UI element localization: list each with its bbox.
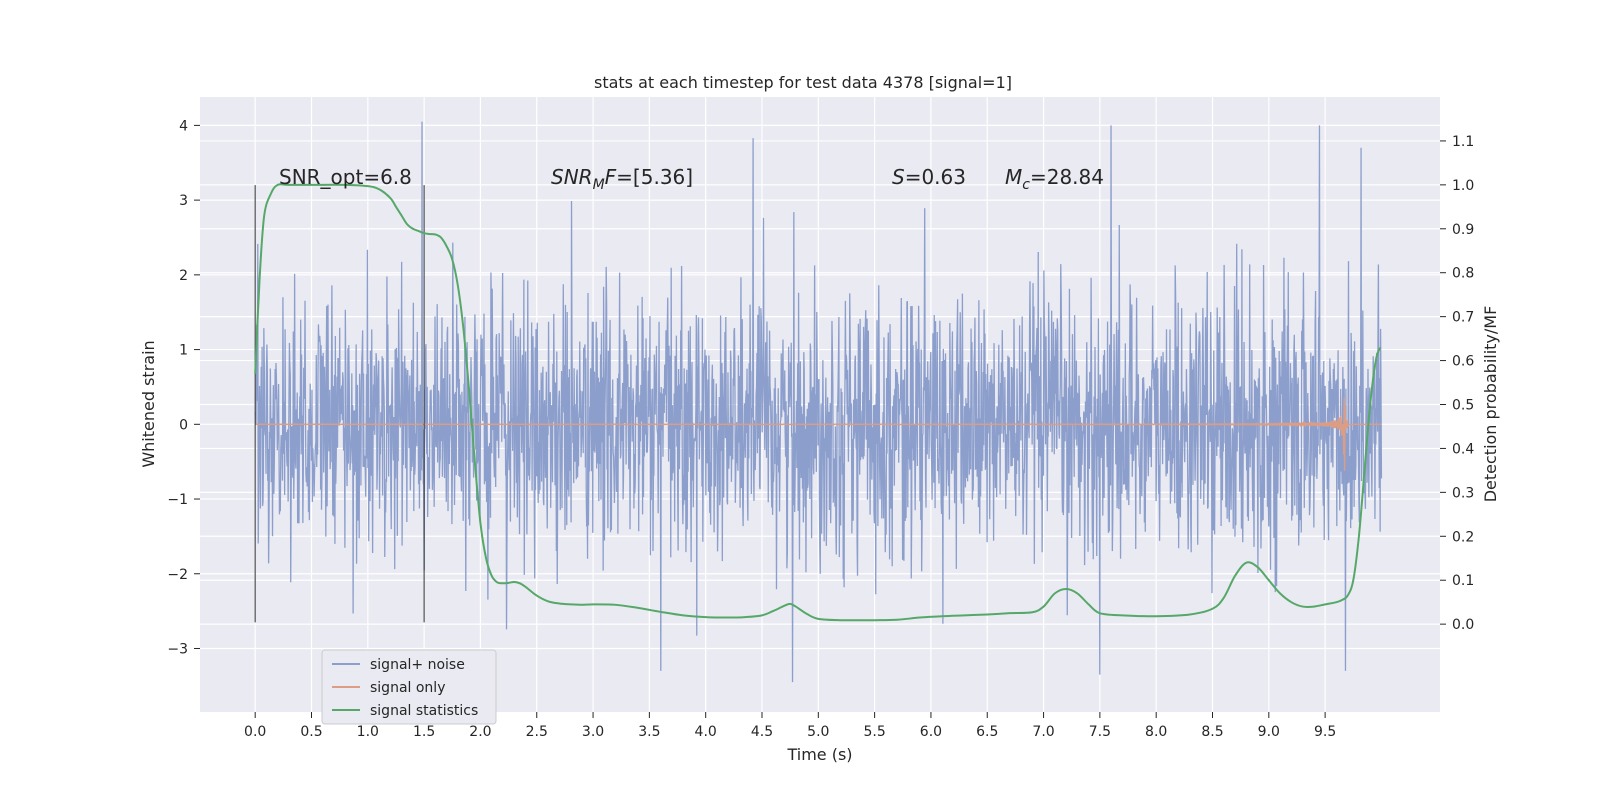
series-signal-only [255,397,1382,471]
y-axis-right-label: Detection probability/MF [1481,306,1500,503]
y-tick-label: 0 [179,417,188,433]
x-tick-label: 5.5 [863,724,885,740]
x-tick-label: 8.0 [1145,724,1167,740]
y-right-tick-label: 0.9 [1452,222,1474,238]
y-right-tick-label: 0.1 [1452,573,1474,589]
s-symbol: S [892,165,905,189]
annotation-snr-mf: SNRMF=[5.36] [551,165,693,193]
y-right-tick-label: 0.6 [1452,354,1474,370]
x-tick-label: 9.0 [1258,724,1280,740]
x-tick-label: 6.5 [976,724,998,740]
x-tick-label: 2.5 [526,724,548,740]
x-tick-label: 4.0 [695,724,717,740]
y-right-tick-label: 1.0 [1452,178,1474,194]
x-tick-label: 5.0 [807,724,829,740]
s-value: =0.63 [905,165,966,189]
x-tick-label: 3.5 [638,724,660,740]
legend-box [321,649,497,725]
snr-mf-value: =[5.36] [616,165,693,189]
x-tick-label: 0.0 [244,724,266,740]
y-right-tick-label: 0.8 [1452,266,1474,282]
snr-mf-symbol: SNR [551,165,593,189]
x-tick-label: 1.0 [357,724,379,740]
y-tick-label: −2 [167,567,188,583]
signal-plus-noise-line [254,121,1383,683]
y-right-tick-label: 0.0 [1452,617,1474,633]
annotation-mc: Mc=28.84 [1005,165,1104,193]
y-axis-ticks: 4 3 2 1 0 −1 −2 −3 [167,118,200,657]
annotation-snr-opt: SNR_opt=6.8 [279,165,412,189]
x-tick-label: 1.5 [413,724,435,740]
x-tick-label: 8.5 [1201,724,1223,740]
y-tick-label: −3 [167,641,188,657]
y-tick-label: 4 [179,118,188,134]
x-tick-label: 2.0 [469,724,491,740]
chart-title: stats at each timestep for test data 437… [594,73,1012,92]
y-right-tick-label: 1.1 [1452,134,1474,150]
y-axis-label: Whitened strain [139,340,158,467]
x-tick-label: 0.5 [300,724,322,740]
x-axis-ticks: 0.0 0.5 1.0 1.5 2.0 2.5 3.0 3.5 4.0 4.5 5.0 5.5 6.0 6… [244,712,1336,740]
y-right-tick-label: 0.2 [1452,529,1474,545]
series-signal-plus-noise [254,121,1383,683]
y-right-tick-label: 0.3 [1452,485,1474,501]
mc-value: =28.84 [1030,165,1104,189]
y-right-tick-label: 0.5 [1452,398,1474,414]
x-tick-label: 4.5 [751,724,773,740]
mc-subscript: c [1022,177,1030,193]
y-tick-label: 3 [179,193,188,209]
legend-label-stat: signal statistics [370,703,478,719]
x-tick-label: 3.0 [582,724,604,740]
y-tick-label: 2 [179,268,188,284]
y-axis-right-ticks: 1.1 1.0 0.9 0.8 0.7 0.6 0.5 0.4 0.3 0.2 0.1 0.0 [1440,134,1474,633]
x-axis-label: Time (s) [786,745,852,764]
y-right-tick-label: 0.4 [1452,441,1474,457]
legend-label-signal: signal only [370,680,445,696]
legend: signal+ noise signal only signal statist… [321,649,497,725]
signal-only-line [255,397,1382,471]
y-tick-label: −1 [167,492,188,508]
annotation-s: S=0.63 [892,165,966,189]
signal-statistics-line [254,183,1382,622]
x-tick-label: 9.5 [1314,724,1336,740]
x-tick-label: 6.0 [920,724,942,740]
y-right-tick-label: 0.7 [1452,310,1474,326]
snr-mf-tail: F [605,165,617,189]
x-tick-label: 7.0 [1032,724,1054,740]
mc-symbol: M [1005,165,1022,189]
snr-mf-subscript: M [593,177,605,193]
x-tick-label: 7.5 [1089,724,1111,740]
y-tick-label: 1 [179,343,188,359]
vertical-markers [254,185,425,623]
series-signal-statistics [254,183,1382,622]
legend-label-noise: signal+ noise [370,657,465,673]
